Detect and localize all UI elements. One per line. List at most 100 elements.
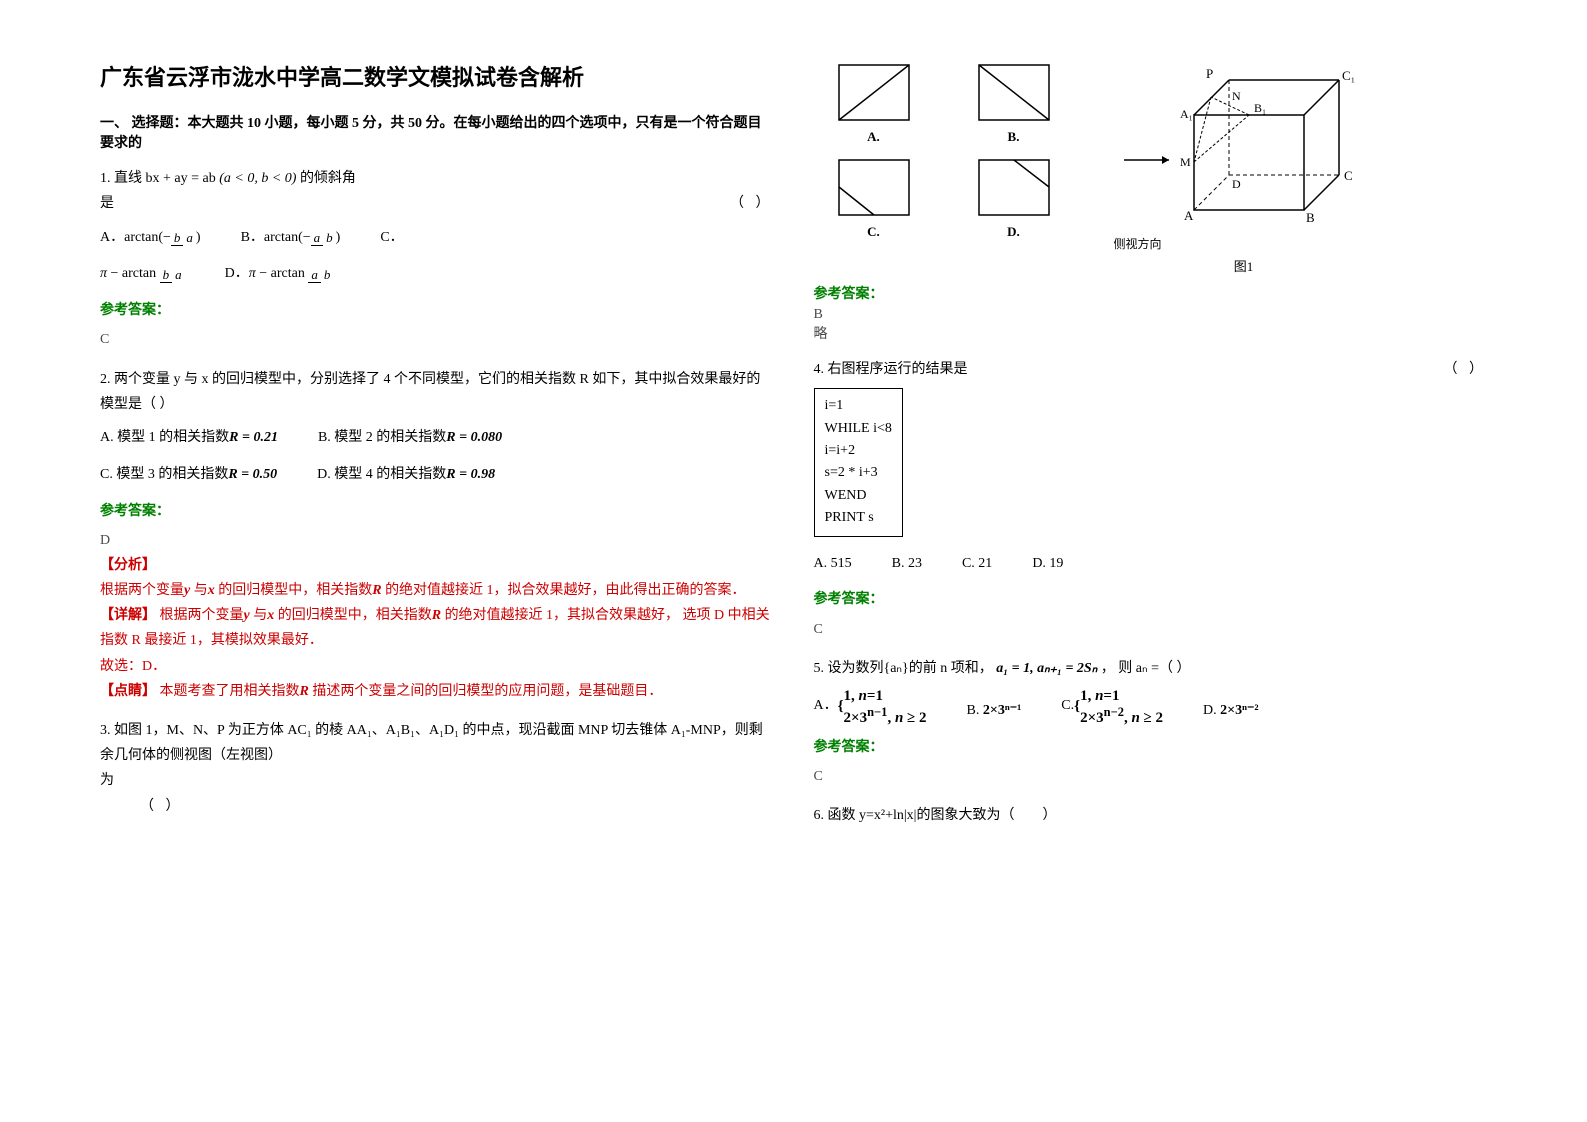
q4-paren: （ ） [1444,357,1488,382]
q5-val-b: 2×3ⁿ⁻¹ [983,696,1021,727]
arctan-neg-b-over-a: arctan(−ba) [124,223,200,254]
cube-svg: P C₁ N B₁ A₁ M C A D B [1114,60,1374,230]
q4-opt-d: D. 19 [1032,549,1063,580]
q3-shape-c: C. [814,155,934,240]
code-l5: WEND [825,485,892,507]
q4-opt-c: C. 21 [962,549,992,580]
pi-minus-arctan-a-over-b: π − arctan ab [249,259,334,290]
q3-paren: （ ） [100,794,774,819]
q3-shape-a: A. [814,60,934,145]
code-l3: i=i+2 [825,440,892,462]
q2-pt-b: 描述两个变量之间的回归模型的应用问题，是基础题目． [312,684,662,699]
shape-d-svg [974,155,1054,220]
q2-ana-c: 的回归模型中，相关指数 [218,583,372,598]
q1-paren: （ ） [730,191,774,216]
shape-c-svg [834,155,914,220]
q1-answer-label: 参考答案： [100,298,774,323]
q5-opt-d: D. 2×3ⁿ⁻² [1203,696,1259,727]
side-view-label: 侧视方向 [1114,235,1374,252]
q5-opt-b: B. 2×3ⁿ⁻¹ [967,696,1022,727]
q2-detail: 【详解】 根据两个变量y 与x 的回归模型中，相关指数R 的绝对值越接近 1，其… [100,603,774,653]
q3-stem: 3. 如图 1，M、N、P 为正方体 AC₁ 的棱 AA₁、A₁B₁、A₁D₁ … [100,718,774,768]
q2-pt-a: 本题考查了用相关指数 [160,684,300,699]
shape-b-svg [974,60,1054,125]
q2-val-d: R = 0.98 [446,460,495,491]
q1-opt-c: C． [380,223,403,254]
q5-piecewise-c: {1, n=12×3n−2, n ≥ 2 [1074,687,1163,727]
pt-A: A [1184,208,1194,223]
q1-answer: C [100,327,774,352]
pt-A1: A₁ [1180,107,1193,121]
q5-answer-label: 参考答案： [814,735,1488,760]
q4-opt-b: B. 23 [892,549,922,580]
q4-answer-label: 参考答案： [814,587,1488,612]
q6-stem: 6. 函数 y=x²+ln|x|的图象大致为（ ） [814,803,1488,828]
q3-options-grid: A. B. [814,60,1094,250]
q4-answer: C [814,617,1488,642]
q5-stem-b: ， 则 aₙ =（ ） [1101,661,1191,676]
q3-lab-a: A. [814,129,934,145]
q2-val-c: R = 0.50 [228,460,277,491]
q3-shape-d: D. [954,155,1074,240]
code-l2: WHILE i<8 [825,418,892,440]
q4-stem: 4. 右图程序运行的结果是 [814,357,968,382]
q5-cond: a₁ = 1, aₙ₊₁ = 2Sₙ [996,661,1097,676]
q2-det-c: 的回归模型中，相关指数 [278,608,432,623]
q5-stem-a: 5. 设为数列{aₙ}的前 n 项和， [814,661,993,676]
pt-D: D [1232,177,1241,191]
question-6: 6. 函数 y=x²+ln|x|的图象大致为（ ） [814,803,1488,828]
question-4: 4. 右图程序运行的结果是 （ ） i=1 WHILE i<8 i=i+2 s=… [814,357,1488,642]
q3-shape-b: B. [954,60,1074,145]
q1-opt-c-expr: π − arctan ba [100,259,185,290]
q1-opt-a-label: A． [100,223,124,254]
q3-omit: 略 [814,323,1488,343]
q4-opt-a: A. 515 [814,549,852,580]
q3-lab-d: D. [954,224,1074,240]
q1-stem-a: 1. 直线 bx + ay = ab [100,171,219,186]
section-1-heading: 一、 选择题：本大题共 10 小题，每小题 5 分，共 50 分。在每小题给出的… [100,112,774,152]
pt-N: N [1232,89,1241,103]
q1-opt-d-label: D． [225,259,249,290]
q1-condition: (a < 0, b < 0) [219,166,296,191]
q5-opt-d-label: D. [1203,696,1217,727]
q2-ana-a: 根据两个变量 [100,583,184,598]
q2-opt-b: B. 模型 2 的相关指数R = 0.080 [318,423,502,454]
q5-opt-b-label: B. [967,696,980,727]
q5-opt-c: C. {1, n=12×3n−2, n ≥ 2 [1061,687,1163,727]
question-1: 1. 直线 bx + ay = ab (a < 0, b < 0) 的倾斜角 是… [100,166,774,353]
q3-lab-c: C. [814,224,934,240]
q1-stem-b: 的倾斜角 [300,171,356,186]
q5-val-d: 2×3ⁿ⁻² [1220,696,1258,727]
page-title: 广东省云浮市泷水中学高二数学文模拟试卷含解析 [100,60,774,92]
q2-det-a: 根据两个变量 [160,608,244,623]
q1-opt-d: D． π − arctan ab [225,259,334,290]
code-l4: s=2 * i+3 [825,462,892,484]
pt-C1: C₁ [1342,68,1355,83]
pt-C: C [1344,168,1353,183]
q2-opt-a: A. 模型 1 的相关指数R = 0.21 [100,423,278,454]
q2-point: 【点睛】 本题考查了用相关指数R 描述两个变量之间的回归模型的应用问题，是基础题… [100,679,774,704]
q2-det-b: 与 [253,608,267,623]
q2-opt-d: D. 模型 4 的相关指数R = 0.98 [317,460,495,491]
q2-opt-b-label: B. 模型 2 的相关指数 [318,423,446,454]
pt-P: P [1206,66,1213,81]
q2-ana-d: 的绝对值越接近 1，拟合效果越好，由此得出正确的答案． [385,583,746,598]
q5-answer: C [814,764,1488,789]
pt-B1: B₁ [1254,101,1266,115]
q2-val-b: R = 0.080 [446,423,502,454]
q3-lab-b: B. [954,129,1074,145]
shape-a-svg [834,60,914,125]
q2-stem: 2. 两个变量 y 与 x 的回归模型中，分别选择了 4 个不同模型，它们的相关… [100,367,774,417]
code-l6: PRINT s [825,507,892,529]
code-l1: i=1 [825,395,892,417]
q2-opt-c-label: C. 模型 3 的相关指数 [100,460,228,491]
q1-opt-a: A． arctan(−ba) [100,223,201,254]
q5-piecewise-a: {1, n=12×3n−1, n ≥ 2 [838,687,927,727]
q2-opt-d-label: D. 模型 4 的相关指数 [317,460,446,491]
q2-answer-label: 参考答案： [100,499,774,524]
pt-M: M [1180,155,1191,169]
q1-stem-c: 是 [100,196,114,211]
q2-pt-head: 【点睛】 [100,684,156,699]
q2-val-a: R = 0.21 [229,423,278,454]
q2-opt-a-label: A. 模型 1 的相关指数 [100,423,229,454]
